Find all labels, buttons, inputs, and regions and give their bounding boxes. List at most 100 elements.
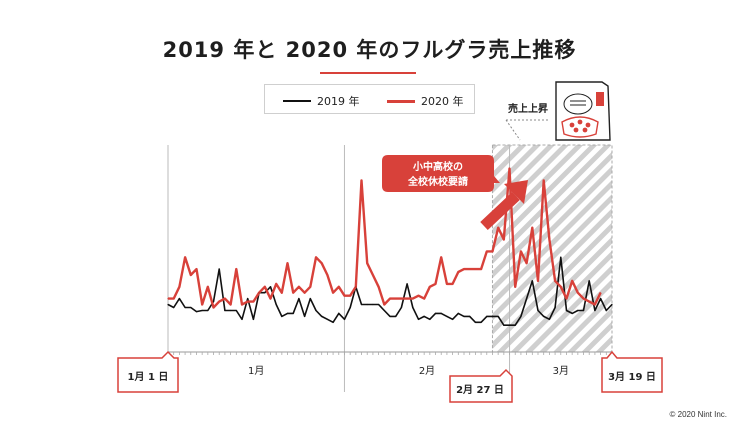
data-point-2020 bbox=[224, 298, 226, 300]
data-point-2019 bbox=[269, 286, 272, 288]
data-point-2020 bbox=[275, 283, 277, 285]
event-date-callout: 2月 27 日 bbox=[449, 368, 513, 403]
data-point-2020 bbox=[212, 306, 215, 309]
data-point-2019 bbox=[366, 303, 368, 306]
data-point-2019 bbox=[309, 298, 311, 300]
legend-item-2020: 2020 年 bbox=[387, 93, 464, 109]
data-point-2019 bbox=[514, 324, 516, 326]
data-point-2019 bbox=[343, 318, 346, 320]
data-point-2019 bbox=[486, 315, 488, 317]
data-point-2019 bbox=[315, 309, 317, 312]
data-point-2019 bbox=[235, 309, 237, 312]
end-date-label: 3月 19 日 bbox=[608, 371, 656, 383]
data-point-2019 bbox=[503, 324, 505, 326]
data-point-2020 bbox=[463, 268, 465, 270]
data-point-2020 bbox=[429, 286, 431, 288]
data-point-2020 bbox=[178, 286, 180, 288]
event-date-label: 2月 27 日 bbox=[456, 384, 504, 396]
data-point-2019 bbox=[321, 315, 323, 317]
school-closure-label-line2: 全校休校要請 bbox=[407, 175, 468, 188]
data-point-2019 bbox=[167, 303, 169, 306]
data-point-2020 bbox=[389, 298, 391, 300]
data-point-2019 bbox=[207, 309, 209, 312]
data-point-2019 bbox=[360, 303, 363, 306]
data-point-2019 bbox=[554, 306, 556, 309]
data-point-2020 bbox=[531, 227, 533, 229]
data-point-2019 bbox=[611, 303, 613, 306]
legend-swatch-2019 bbox=[283, 100, 311, 102]
data-point-2019 bbox=[463, 315, 465, 317]
data-point-2019 bbox=[178, 298, 180, 300]
data-point-2020 bbox=[292, 292, 294, 294]
data-point-2019 bbox=[520, 315, 522, 317]
start-date-label: 1月 1 日 bbox=[128, 371, 169, 383]
data-point-2020 bbox=[372, 274, 374, 276]
data-point-2020 bbox=[321, 262, 323, 264]
data-point-2019 bbox=[605, 309, 607, 312]
data-point-2020 bbox=[184, 256, 186, 258]
data-point-2019 bbox=[264, 292, 266, 294]
data-point-2020 bbox=[195, 268, 198, 270]
data-point-2020 bbox=[514, 286, 516, 288]
data-point-2019 bbox=[543, 315, 545, 317]
data-point-2020 bbox=[332, 292, 334, 294]
data-point-2019 bbox=[412, 306, 414, 309]
data-point-2020 bbox=[452, 283, 454, 285]
data-point-2020 bbox=[503, 238, 505, 241]
data-point-2019 bbox=[565, 309, 568, 312]
data-point-2019 bbox=[480, 321, 482, 323]
data-point-2020 bbox=[423, 298, 425, 300]
data-point-2019 bbox=[577, 309, 579, 312]
data-point-2019 bbox=[571, 312, 573, 314]
data-point-2020 bbox=[264, 286, 266, 288]
data-point-2019 bbox=[389, 315, 391, 317]
data-point-2020 bbox=[406, 298, 408, 300]
x-axis-ticks bbox=[167, 352, 613, 355]
data-point-2019 bbox=[406, 283, 408, 285]
data-point-2020 bbox=[395, 298, 397, 300]
data-point-2019 bbox=[531, 280, 533, 282]
data-point-2019 bbox=[349, 306, 351, 309]
data-point-2019 bbox=[440, 312, 442, 314]
data-point-2020 bbox=[526, 262, 528, 264]
data-point-2020 bbox=[577, 292, 579, 294]
data-point-2019 bbox=[588, 280, 590, 282]
title-underline bbox=[320, 72, 416, 74]
data-point-2019 bbox=[429, 318, 431, 320]
data-point-2020 bbox=[338, 286, 340, 288]
data-point-2020 bbox=[520, 250, 522, 252]
end-date-callout: 3月 19 日 bbox=[601, 350, 663, 393]
data-point-2019 bbox=[417, 318, 420, 320]
data-point-2020 bbox=[355, 286, 357, 288]
data-point-2019 bbox=[497, 315, 499, 317]
data-point-2020 bbox=[343, 295, 346, 297]
data-point-2020 bbox=[582, 298, 585, 300]
data-point-2019 bbox=[252, 318, 254, 320]
legend-label-2019: 2019 年 bbox=[317, 95, 360, 108]
data-point-2020 bbox=[474, 268, 476, 270]
data-point-2020 bbox=[281, 292, 283, 294]
legend: 2019 年 2020 年 bbox=[264, 84, 475, 114]
data-point-2019 bbox=[378, 303, 380, 306]
data-point-2019 bbox=[275, 303, 277, 306]
data-point-2020 bbox=[286, 262, 289, 264]
data-point-2019 bbox=[281, 315, 283, 317]
data-point-2020 bbox=[190, 274, 192, 276]
data-point-2020 bbox=[304, 292, 306, 294]
data-point-2019 bbox=[474, 321, 476, 323]
data-point-2019 bbox=[452, 318, 454, 320]
data-point-2019 bbox=[582, 309, 585, 312]
data-point-2020 bbox=[469, 268, 471, 270]
data-point-2019 bbox=[304, 315, 306, 317]
data-point-2019 bbox=[201, 309, 203, 312]
data-point-2019 bbox=[526, 298, 528, 300]
data-point-2020 bbox=[486, 250, 488, 252]
legend-item-2019: 2019 年 bbox=[283, 93, 360, 109]
data-point-2020 bbox=[543, 179, 545, 182]
data-point-2020 bbox=[571, 280, 573, 282]
data-point-2020 bbox=[298, 286, 300, 288]
data-point-2020 bbox=[497, 227, 499, 229]
legend-swatch-2020 bbox=[387, 99, 415, 103]
